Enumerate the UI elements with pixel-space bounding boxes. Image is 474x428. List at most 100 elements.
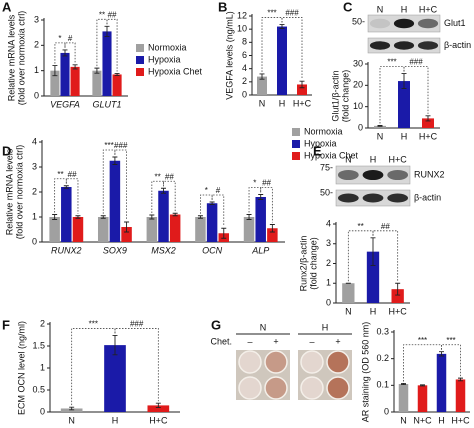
y-tick-label: 2 bbox=[34, 40, 39, 50]
bar bbox=[102, 31, 112, 96]
y-tick-label: 0 bbox=[40, 406, 45, 416]
bar bbox=[169, 214, 181, 242]
y-axis-label: AR staining (OD 560 nm) bbox=[360, 322, 370, 423]
legend-swatch bbox=[136, 56, 144, 64]
x-tick-label: H+C bbox=[419, 131, 438, 141]
x-tick-label: N bbox=[377, 131, 384, 141]
legend-label: Hypoxia Chet bbox=[148, 66, 203, 76]
error-bar bbox=[94, 67, 100, 74]
y-tick-label: 1.5 bbox=[32, 340, 45, 350]
bar bbox=[104, 345, 126, 412]
bar bbox=[97, 217, 109, 242]
significance-bracket bbox=[200, 194, 213, 214]
y-tick-label: 10 bbox=[353, 101, 363, 111]
significance-label: *** bbox=[267, 9, 276, 18]
bar bbox=[277, 26, 287, 95]
y-tick-label: 0 bbox=[326, 297, 331, 307]
error-bar bbox=[69, 406, 75, 411]
error-bar bbox=[62, 49, 68, 57]
significance-bracket bbox=[261, 17, 283, 72]
significance-label: ### bbox=[409, 58, 423, 67]
y-tick-label: 8 bbox=[242, 37, 247, 47]
well bbox=[326, 350, 350, 374]
significance-label: ** bbox=[99, 10, 105, 19]
y-axis-label: Relative mRNA levels bbox=[4, 148, 14, 235]
legend-label: Hypoxia bbox=[304, 138, 337, 148]
y-tick-label: 1 bbox=[32, 211, 37, 221]
bar bbox=[417, 385, 428, 412]
y-axis-label: VEGFA levels (ng/mL) bbox=[224, 11, 234, 100]
x-tick-label: H bbox=[370, 306, 377, 316]
legend-label: Hypoxia bbox=[148, 54, 181, 64]
lane-label: H+C bbox=[419, 4, 438, 14]
significance-label: * bbox=[253, 179, 256, 188]
y-tick-label: 30 bbox=[353, 58, 363, 68]
bar bbox=[422, 118, 434, 128]
lane-label: H+C bbox=[389, 154, 408, 164]
bar bbox=[50, 70, 60, 96]
significance-label: ** bbox=[57, 170, 63, 179]
legend-swatch bbox=[292, 128, 300, 136]
significance-label: # bbox=[68, 34, 73, 43]
panel-label: C bbox=[343, 0, 353, 14]
error-bar bbox=[52, 65, 58, 77]
error-bar bbox=[401, 73, 407, 89]
significance-bracket bbox=[379, 66, 405, 124]
significance-bracket bbox=[54, 178, 67, 213]
panel-label: G bbox=[211, 317, 221, 332]
marker-label: 50- bbox=[352, 16, 365, 26]
significance-bracket bbox=[54, 42, 66, 64]
significance-bracket bbox=[347, 230, 374, 282]
bar bbox=[366, 251, 380, 303]
significance-bracket bbox=[65, 178, 79, 214]
significance-bracket bbox=[403, 344, 442, 382]
well bbox=[300, 350, 324, 374]
y-tick-label: 6 bbox=[242, 50, 247, 60]
x-tick-label: H+C bbox=[149, 415, 168, 425]
treatment-sign: – bbox=[247, 336, 252, 346]
significance-label: *** bbox=[387, 58, 396, 67]
y-tick-label: 1 bbox=[34, 65, 39, 75]
y-tick-label: 20 bbox=[353, 80, 363, 90]
x-tick-label: H+C bbox=[389, 306, 408, 316]
significance-bracket bbox=[64, 42, 76, 63]
y-tick-label: 0.1 bbox=[376, 380, 389, 390]
significance-bracket bbox=[102, 149, 116, 214]
error-bar bbox=[197, 215, 203, 219]
significance-label: *** bbox=[446, 336, 455, 345]
significance-label: ** bbox=[358, 222, 364, 231]
legend-label: Normoxia bbox=[148, 42, 187, 52]
error-bar bbox=[112, 334, 118, 356]
y-tick-label: 4 bbox=[32, 136, 37, 146]
y-tick-label: 4 bbox=[326, 218, 331, 228]
x-tick-label: N+C bbox=[413, 415, 432, 425]
blot-band bbox=[369, 41, 391, 50]
significance-bracket bbox=[114, 149, 127, 220]
bar bbox=[121, 227, 132, 242]
error-bar bbox=[299, 80, 305, 89]
lane-label: N bbox=[345, 154, 352, 164]
y-axis-label: (fold change) bbox=[308, 237, 318, 290]
panel-label: A bbox=[2, 0, 12, 14]
significance-label: ## bbox=[165, 172, 174, 181]
x-tick-label: ALP bbox=[251, 245, 269, 255]
y-tick-label: 2 bbox=[326, 258, 331, 268]
bar bbox=[398, 81, 410, 128]
error-bar bbox=[149, 214, 155, 220]
bar bbox=[112, 74, 122, 96]
panel-label: B bbox=[218, 0, 227, 14]
bar bbox=[92, 70, 102, 96]
x-tick-label: RUNX2 bbox=[51, 245, 82, 255]
lane-label: N bbox=[377, 4, 384, 14]
error-bar bbox=[63, 185, 69, 189]
y-axis-label: ECM OCN level (ng/ml) bbox=[16, 321, 26, 415]
well bbox=[238, 350, 262, 374]
blot-band bbox=[393, 41, 415, 50]
bar bbox=[146, 217, 158, 242]
blot-band bbox=[337, 193, 359, 203]
significance-bracket bbox=[260, 187, 273, 223]
blot-band bbox=[417, 41, 439, 50]
error-bar bbox=[377, 124, 383, 127]
band-label: β-actin bbox=[444, 40, 471, 50]
